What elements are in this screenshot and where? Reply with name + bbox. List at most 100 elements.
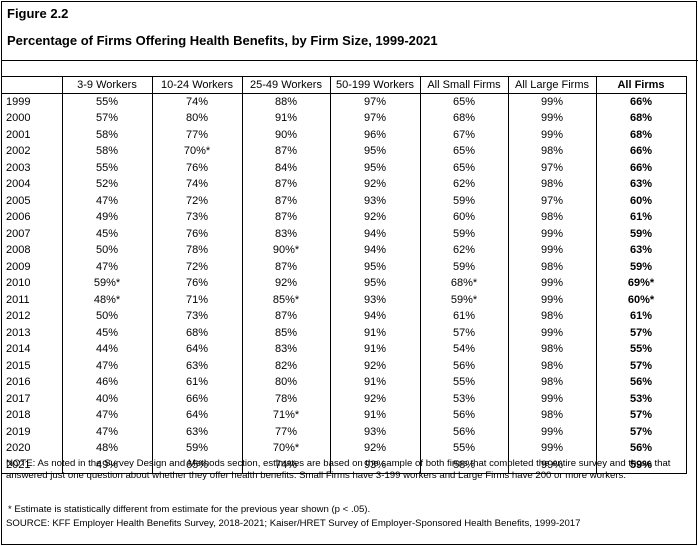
value-cell: 55% [61,159,153,176]
value-cell: 57% [595,407,687,424]
source-text: SOURCE: KFF Employer Health Benefits Sur… [6,518,581,529]
figure-title: Percentage of Firms Offering Health Bene… [7,33,438,48]
value-cell: 92% [329,357,421,374]
table-row: 2011 48%* 71% 85%* 93% 59%* 99% 60%* [2,291,687,308]
year-cell: 1999 [2,93,63,110]
table-row: 2020 48% 59% 70%* 92% 55% 99% 56% [2,440,687,457]
year-cell: 2000 [2,110,63,127]
value-cell: 85%* [241,291,331,308]
value-cell: 65% [419,143,509,160]
value-cell: 82% [241,357,331,374]
table-row: 2004 52% 74% 87% 92% 62% 98% 63% [2,176,687,193]
value-cell: 61% [419,308,509,325]
value-cell: 50% [61,308,153,325]
value-cell: 91% [329,374,421,391]
table-row: 2012 50% 73% 87% 94% 61% 98% 61% [2,308,687,325]
value-cell: 47% [61,423,153,440]
table-row: 2014 44% 64% 83% 91% 54% 98% 55% [2,341,687,358]
value-cell: 99% [507,440,597,457]
value-cell: 57% [419,324,509,341]
value-cell: 83% [241,225,331,242]
value-cell: 98% [507,176,597,193]
value-cell: 78% [151,242,243,259]
value-cell: 47% [61,407,153,424]
value-cell: 56% [595,440,687,457]
value-cell: 49% [61,209,153,226]
value-cell: 55% [61,93,153,110]
table-row: 2015 47% 63% 82% 92% 56% 98% 57% [2,357,687,374]
table-header-row: 3-9 Workers 10-24 Workers 25-49 Workers 50-… [2,76,687,94]
table-row: 2002 58% 70%* 87% 95% 65% 98% 66% [2,143,687,160]
value-cell: 72% [151,258,243,275]
value-cell: 54% [419,341,509,358]
value-cell: 59% [595,225,687,242]
value-cell: 91% [241,110,331,127]
value-cell: 59% [595,258,687,275]
table-body: 1999 55% 74% 88% 97% 65% 99% 66% 2000 57% 80% 91% 97… [2,93,687,474]
column-header: All Small Firms [419,76,509,94]
value-cell: 65% [419,93,509,110]
value-cell: 77% [151,126,243,143]
value-cell: 72% [151,192,243,209]
value-cell: 63% [595,242,687,259]
value-cell: 48%* [61,291,153,308]
table-row: 2003 55% 76% 84% 95% 65% 97% 66% [2,159,687,176]
value-cell: 91% [329,407,421,424]
year-cell: 2002 [2,143,63,160]
value-cell: 76% [151,275,243,292]
value-cell: 66% [595,143,687,160]
value-cell: 66% [595,159,687,176]
value-cell: 95% [329,159,421,176]
value-cell: 59%* [61,275,153,292]
table-row: 2001 58% 77% 90% 96% 67% 99% 68% [2,126,687,143]
value-cell: 90%* [241,242,331,259]
value-cell: 48% [61,440,153,457]
year-cell: 2006 [2,209,63,226]
value-cell: 58% [61,143,153,160]
table-row: 2021 49% 65% 74% 93% 58% 99% 59% [2,456,687,474]
value-cell: 99% [507,225,597,242]
value-cell: 70%* [241,440,331,457]
value-cell: 53% [419,390,509,407]
value-cell: 69%* [595,275,687,292]
value-cell: 57% [595,357,687,374]
value-cell: 99% [507,324,597,341]
value-cell: 68% [151,324,243,341]
benefits-table: 3-9 Workers 10-24 Workers 25-49 Workers 50-… [2,76,687,474]
value-cell: 66% [595,93,687,110]
value-cell: 87% [241,258,331,275]
year-cell: 2012 [2,308,63,325]
column-header [2,76,63,94]
year-cell: 2014 [2,341,63,358]
value-cell: 98% [507,308,597,325]
column-header: 10-24 Workers [151,76,243,94]
year-cell: 2001 [2,126,63,143]
significance-footnote: * Estimate is statistically different fr… [8,504,371,515]
value-cell: 71% [151,291,243,308]
table-row: 2009 47% 72% 87% 95% 59% 98% 59% [2,258,687,275]
year-cell: 2019 [2,423,63,440]
value-cell: 63% [151,357,243,374]
value-cell: 94% [329,225,421,242]
year-cell: 2010 [2,275,63,292]
value-cell: 70%* [151,143,243,160]
value-cell: 87% [241,308,331,325]
value-cell: 99% [507,390,597,407]
table-row: 2018 47% 64% 71%* 91% 56% 98% 57% [2,407,687,424]
value-cell: 68% [595,110,687,127]
year-cell: 2003 [2,159,63,176]
value-cell: 97% [329,110,421,127]
value-cell: 61% [595,209,687,226]
figure-label: Figure 2.2 [7,6,69,21]
value-cell: 67% [419,126,509,143]
table-row: 2017 40% 66% 78% 92% 53% 99% 53% [2,390,687,407]
value-cell: 60%* [595,291,687,308]
value-cell: 73% [151,308,243,325]
value-cell: 53% [595,390,687,407]
value-cell: 68% [595,126,687,143]
value-cell: 78% [241,390,331,407]
value-cell: 46% [61,374,153,391]
value-cell: 93% [329,291,421,308]
column-header: All Firms [595,76,687,94]
